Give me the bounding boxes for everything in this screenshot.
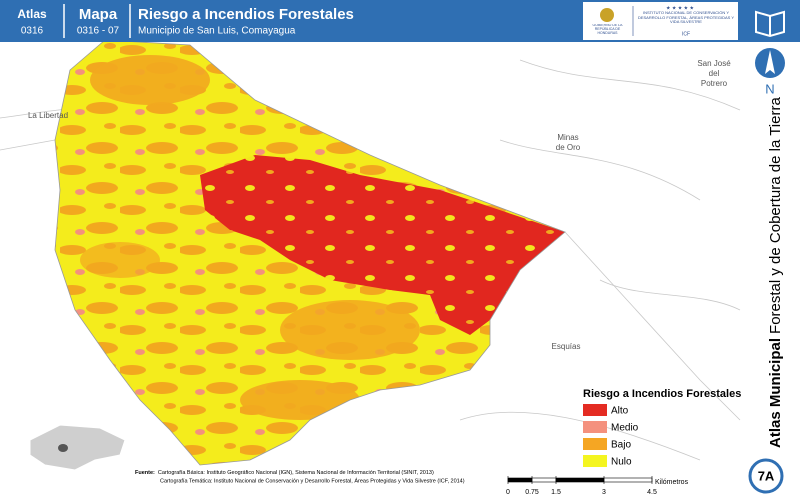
legend-swatch: [583, 421, 607, 433]
north-label: N: [765, 81, 774, 96]
place-label: San José: [697, 59, 731, 68]
place-label: La Libertad: [28, 111, 68, 120]
legend-title: Riesgo a Incendios Forestales: [583, 388, 741, 400]
scale-segment: [531, 477, 557, 483]
map-subtitle: Municipio de San Luis, Comayagua: [138, 26, 296, 37]
legend-swatch: [583, 455, 607, 467]
scale-segment: [555, 477, 605, 483]
map-title: Riesgo a Incendios Forestales: [138, 6, 354, 23]
scale-tick-label: 0: [506, 489, 510, 496]
gov-logo-text: GOBIERNO DE LA REPÚBLICA DE HONDURAS: [592, 24, 623, 35]
book-icon: [755, 10, 785, 38]
coat-of-arms: [600, 8, 614, 22]
icf-acronym: ICF: [682, 31, 690, 37]
legend-swatch: [583, 404, 607, 416]
legend: Riesgo a Incendios Forestales Alto Medio B…: [583, 388, 741, 468]
atlas-label: Atlas: [17, 7, 47, 21]
place-label: Esquías: [552, 342, 581, 351]
sources-label: Fuente:: [135, 470, 155, 476]
place-label: Potrero: [701, 79, 728, 88]
legend-swatch: [583, 438, 607, 450]
series-rest: Forestal y de Cobertura de la Tierra: [767, 97, 784, 334]
north-arrow: [765, 50, 775, 74]
icf-name: INSTITUTO NACIONAL DE CONSERVACIÓN Y DES…: [637, 11, 735, 25]
sheet-number: 7A: [758, 468, 775, 483]
scale-tick-label: 1.5: [551, 489, 561, 496]
source-line: Cartografía Temática: Instituto Nacional…: [160, 477, 465, 484]
place-labels: La Libertad Minas de Oro San José del Po…: [28, 59, 731, 351]
legend-label: Nulo: [611, 457, 632, 468]
legend-label: Bajo: [611, 440, 631, 451]
legend-label: Alto: [611, 406, 629, 417]
roads: [0, 0, 741, 461]
place-label: Minas: [557, 133, 578, 142]
inset-location: [58, 444, 68, 452]
scale-bar: Kilómetros 0 0.75 1.5 3 4.5: [506, 476, 689, 496]
scale-tick-label: 0.75: [525, 489, 539, 496]
map-label: Mapa: [79, 6, 118, 23]
scale-tick-label: 4.5: [647, 489, 657, 496]
icf-text-box: INSTITUTO NACIONAL DE CONSERVACIÓN Y DES…: [637, 11, 735, 25]
inset-country: [29, 424, 126, 471]
place-label: de Oro: [556, 143, 581, 152]
scale-segment: [603, 477, 653, 483]
municipality-boundary: [54, 39, 566, 466]
legend-label: Medio: [611, 423, 639, 434]
sources: Fuente: Cartografía Básica: Instituto Geo…: [135, 470, 434, 476]
map-code: 0316 - 07: [77, 26, 120, 37]
source-line: Cartografía Básica: Instituto Geográfico…: [158, 470, 434, 476]
scale-unit: Kilómetros: [655, 479, 689, 486]
series-bold: Atlas Municipal: [767, 338, 784, 448]
scale-tick-label: 3: [602, 489, 606, 496]
atlas-code: 0316: [21, 26, 44, 37]
sheet-badge: [748, 458, 784, 494]
gov-logo-text-box: GOBIERNO DE LA REPÚBLICA DE HONDURAS: [592, 24, 623, 35]
scale-segment: [507, 477, 533, 483]
stars: ★ ★ ★ ★ ★: [666, 5, 694, 11]
place-label: del: [709, 69, 720, 78]
series-title: Atlas Municipal Forestal y de Cobertura d…: [767, 97, 784, 448]
